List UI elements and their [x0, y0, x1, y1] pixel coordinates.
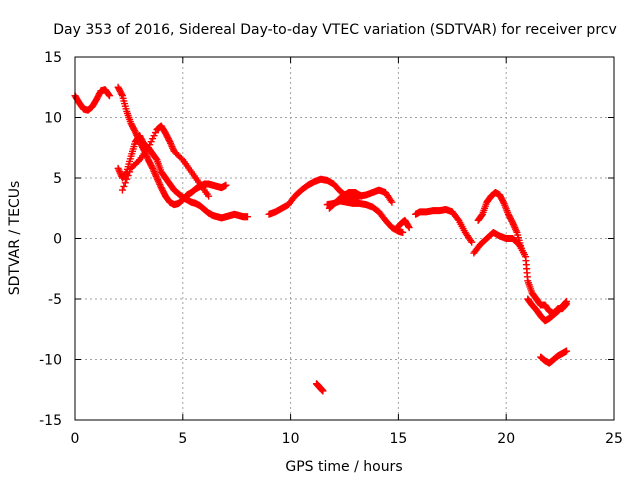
data-point	[166, 138, 174, 146]
y-axis-label: SDTVAR / TECUs	[7, 181, 23, 296]
data-point	[509, 219, 517, 227]
data-point	[154, 177, 162, 185]
data-point	[149, 166, 157, 174]
data-point	[118, 90, 126, 98]
data-point	[468, 238, 476, 246]
data-point	[120, 182, 128, 190]
data-point	[509, 220, 517, 228]
data-point	[563, 297, 571, 305]
data-point	[123, 175, 131, 183]
data-point	[105, 91, 113, 99]
x-tick-label: 15	[389, 431, 407, 447]
data-point	[510, 222, 518, 230]
data-point	[115, 166, 123, 174]
data-point	[511, 224, 519, 232]
data-point	[116, 168, 124, 176]
x-axis-label: GPS time / hours	[285, 459, 402, 475]
data-point	[167, 139, 175, 147]
data-point	[358, 192, 366, 200]
data-point	[404, 222, 412, 230]
y-tick-label: -5	[48, 292, 62, 308]
data-point	[149, 164, 157, 172]
data-points	[71, 83, 571, 395]
data-point	[399, 228, 407, 236]
y-tick-label: -15	[39, 413, 62, 429]
data-point	[118, 186, 126, 194]
data-point	[387, 197, 395, 205]
tick-labels: 0 5 10 15 20 25 -15 -10 -5 0 5 10 15	[39, 50, 623, 447]
data-point	[205, 192, 213, 200]
data-point	[153, 174, 161, 182]
data-point	[499, 198, 507, 206]
chart-title: Day 353 of 2016, Sidereal Day-to-day VTE…	[53, 22, 617, 38]
data-point	[405, 224, 413, 232]
y-tick-label: 15	[44, 50, 62, 66]
y-tick-label: 0	[53, 232, 62, 248]
data-point	[167, 141, 175, 149]
data-point	[105, 92, 113, 100]
data-point	[114, 164, 122, 172]
grid	[75, 57, 614, 420]
y-tick-label: 5	[53, 171, 62, 187]
data-point	[124, 172, 132, 180]
plot-frame	[74, 56, 615, 421]
data-point	[151, 171, 159, 179]
data-point	[168, 143, 176, 151]
data-point	[121, 179, 129, 187]
data-point	[152, 172, 160, 180]
data-point	[126, 168, 134, 176]
x-tick-label: 25	[605, 431, 623, 447]
data-point	[467, 237, 475, 245]
data-point	[562, 298, 570, 306]
data-point	[243, 213, 251, 221]
data-point	[150, 168, 158, 176]
data-point	[319, 387, 327, 395]
x-tick-label: 20	[497, 431, 515, 447]
x-tick-label: 10	[282, 431, 300, 447]
data-point	[169, 144, 177, 152]
y-tick-label: 10	[44, 111, 62, 127]
data-point	[517, 244, 525, 252]
y-tick-label: -10	[39, 353, 62, 369]
x-tick-label: 0	[71, 431, 80, 447]
data-point	[154, 176, 162, 184]
data-point	[151, 169, 159, 177]
x-tick-label: 5	[178, 431, 187, 447]
data-point	[561, 299, 569, 307]
data-point	[563, 347, 571, 355]
data-point	[131, 128, 139, 136]
data-point	[222, 181, 230, 189]
data-point	[156, 180, 164, 188]
data-point	[388, 198, 396, 206]
data-point	[512, 227, 520, 235]
data-point	[512, 225, 520, 233]
data-point	[155, 179, 163, 187]
